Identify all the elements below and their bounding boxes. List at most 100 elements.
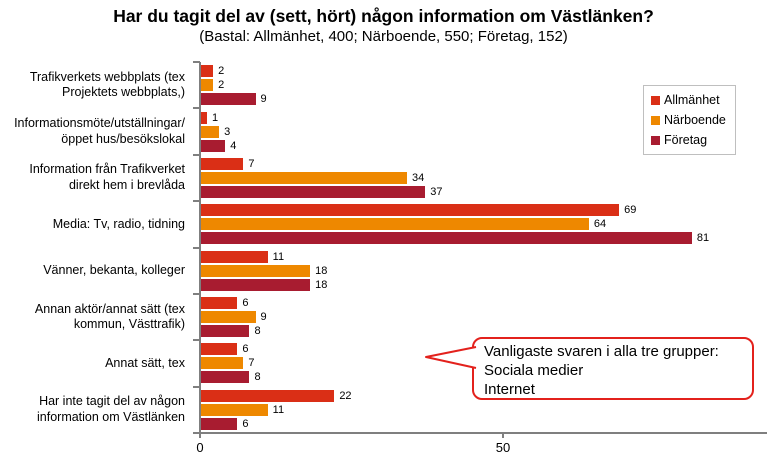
bar-value-label: 18 bbox=[315, 278, 328, 291]
bar-line: 18 bbox=[201, 264, 327, 277]
y-tick bbox=[193, 246, 200, 249]
chart-subtitle: (Bastal: Allmänhet, 400; Närboende, 550;… bbox=[199, 28, 568, 45]
legend-swatch bbox=[651, 135, 660, 145]
y-tick bbox=[193, 107, 200, 110]
bar bbox=[201, 311, 256, 324]
category-row: Trafikverkets webbplats (tex Projektets … bbox=[0, 62, 767, 108]
bar-group: 11 18 18 bbox=[201, 248, 327, 294]
y-tick bbox=[193, 385, 200, 388]
bar bbox=[201, 204, 620, 217]
bar-line: 8 bbox=[201, 371, 261, 384]
bar bbox=[201, 389, 335, 402]
category-row: Vänner, bekanta, kolleger 11 18 18 bbox=[0, 248, 767, 294]
bar-line: 2 bbox=[201, 65, 267, 78]
bar-value-label: 6 bbox=[242, 297, 249, 310]
bar-value-label: 11 bbox=[272, 403, 285, 416]
legend: Allmänhet Närboende Företag bbox=[643, 85, 736, 155]
legend-item: Närboende bbox=[651, 113, 726, 127]
bar bbox=[201, 218, 589, 231]
bar-value-label: 6 bbox=[242, 343, 249, 356]
x-tick-label: 0 bbox=[196, 440, 204, 455]
bar bbox=[201, 371, 250, 384]
x-tick-label: 50 bbox=[495, 440, 511, 455]
bar bbox=[201, 325, 250, 338]
chart-title: Har du tagit del av (sett, hört) någon i… bbox=[113, 6, 654, 26]
callout-text-line: Internet bbox=[484, 381, 535, 398]
category-row: Har inte tagit del av någon information … bbox=[0, 387, 767, 433]
x-axis-line bbox=[199, 432, 767, 434]
bar bbox=[201, 417, 238, 430]
bar bbox=[201, 278, 311, 291]
legend-item: Allmänhet bbox=[651, 93, 726, 107]
bar bbox=[201, 185, 426, 198]
callout-text-line: Vanligaste svaren i alla tre grupper: bbox=[484, 343, 719, 360]
legend-label: Allmänhet bbox=[664, 93, 720, 107]
bar-line: 22 bbox=[201, 389, 352, 402]
bar-line: 11 bbox=[201, 250, 327, 263]
category-label: Trafikverkets webbplats (tex Projektets … bbox=[29, 69, 185, 100]
bar-value-label: 4 bbox=[230, 139, 237, 152]
bar bbox=[201, 232, 692, 245]
y-tick bbox=[193, 292, 200, 295]
y-tick bbox=[193, 61, 200, 63]
bar-line: 8 bbox=[201, 325, 267, 338]
category-label: Media: Tv, radio, tidning bbox=[52, 216, 185, 231]
bar-value-label: 81 bbox=[696, 232, 710, 245]
y-axis-line bbox=[199, 62, 201, 434]
legend-item: Företag bbox=[651, 133, 726, 147]
bar-line: 6 bbox=[201, 343, 261, 356]
category-row: Information från Trafikverket direkt hem… bbox=[0, 155, 767, 201]
bar bbox=[201, 403, 268, 416]
bar bbox=[201, 297, 238, 310]
category-label: Vänner, bekanta, kolleger bbox=[43, 262, 185, 277]
bar bbox=[201, 250, 268, 263]
bar-value-label: 9 bbox=[260, 93, 267, 106]
legend-label: Närboende bbox=[664, 113, 726, 127]
y-tick bbox=[193, 153, 200, 156]
bar-group: 7 34 37 bbox=[201, 155, 442, 201]
category-label: Information från Trafikverket direkt hem… bbox=[29, 162, 185, 192]
y-tick bbox=[193, 432, 200, 434]
bar-value-label: 69 bbox=[624, 204, 637, 217]
category-row: Media: Tv, radio, tidning 69 64 81 bbox=[0, 201, 767, 247]
bar-group: 69 64 81 bbox=[201, 201, 709, 247]
category-row: Annan aktör/annat sätt (tex kommun, Väst… bbox=[0, 294, 767, 340]
bar-group: 22 11 6 bbox=[201, 387, 352, 433]
category-label: Annan aktör/annat sätt (tex kommun, Väst… bbox=[34, 301, 185, 332]
bar-line: 6 bbox=[201, 297, 267, 310]
bar-value-label: 7 bbox=[248, 157, 255, 170]
bar-line: 37 bbox=[201, 185, 442, 198]
bar-line: 81 bbox=[201, 232, 710, 245]
bar-line: 7 bbox=[201, 157, 442, 170]
callout-text-line: Sociala medier bbox=[484, 362, 584, 379]
bar bbox=[201, 111, 208, 124]
legend-swatch bbox=[651, 115, 660, 125]
bar-line: 69 bbox=[201, 204, 709, 217]
bar-line: 3 bbox=[201, 125, 236, 138]
bar bbox=[201, 357, 244, 370]
bar-line: 18 bbox=[201, 278, 328, 291]
bar bbox=[201, 65, 214, 78]
bar-value-label: 1 bbox=[212, 111, 219, 124]
x-tick bbox=[199, 433, 201, 438]
bar-value-label: 8 bbox=[254, 371, 261, 384]
bar-line: 34 bbox=[201, 171, 442, 184]
bar-value-label: 7 bbox=[248, 357, 255, 370]
y-tick bbox=[193, 200, 200, 203]
bar bbox=[201, 157, 244, 170]
bar-line: 9 bbox=[201, 93, 267, 106]
bar-line: 7 bbox=[201, 357, 261, 370]
category-label: Informationsmöte/utställningar/ öppet hu… bbox=[14, 116, 185, 146]
bar-line: 9 bbox=[201, 311, 267, 324]
bar-value-label: 2 bbox=[218, 65, 225, 78]
callout-bubble: Vanligaste svaren i alla tre grupper: Soc… bbox=[472, 337, 754, 400]
bar-value-label: 9 bbox=[260, 311, 267, 324]
bar-line: 1 bbox=[201, 111, 236, 124]
x-tick bbox=[502, 433, 504, 438]
bar-value-label: 6 bbox=[242, 417, 249, 430]
